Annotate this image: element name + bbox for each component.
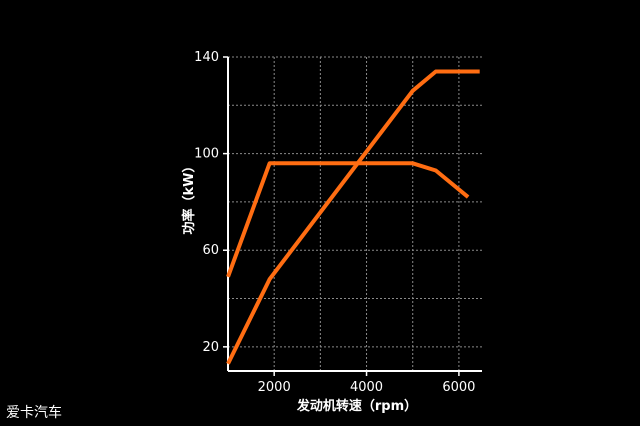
watermark-text: 爱卡汽车	[6, 405, 62, 421]
x-axis-title: 发动机转速（rpm）	[296, 398, 417, 414]
grid-lines	[228, 56, 482, 371]
y-tick-label: 140	[194, 50, 219, 65]
y-tick-label: 20	[202, 340, 219, 355]
axes	[227, 57, 482, 372]
x-tick-label: 4000	[350, 380, 383, 395]
tick-labels: 2000 4000 6000 20 60 100 140	[194, 50, 475, 395]
series-line-1	[226, 161, 470, 278]
x-tick-label: 2000	[258, 380, 291, 395]
y-axis-title: 功率（kW）	[181, 160, 197, 235]
x-tick-label: 6000	[442, 380, 475, 395]
series-line-2	[226, 69, 480, 365]
series-lines	[226, 69, 480, 365]
y-tick-label: 100	[194, 147, 219, 162]
y-tick-label: 60	[202, 243, 219, 258]
